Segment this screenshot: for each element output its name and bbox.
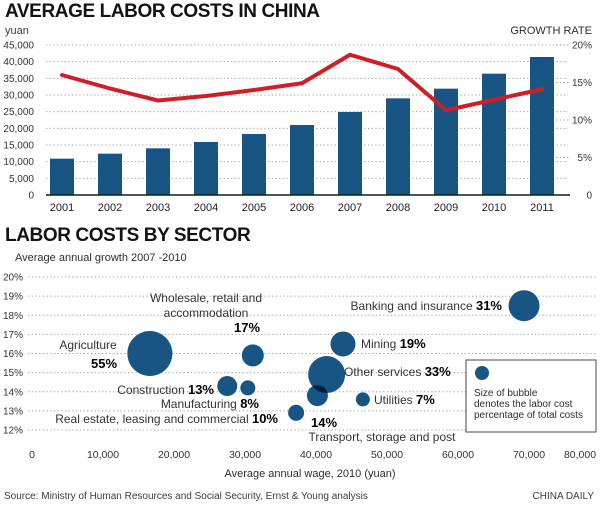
chart1-title: AVERAGE LABOR COSTS IN CHINA: [5, 1, 320, 22]
chart2-y-tick-label: 12%: [3, 426, 23, 437]
chart2-y-tick-label: 20%: [3, 273, 23, 284]
bubble-realestate: [288, 404, 305, 421]
label-transport-pct: 14%: [311, 415, 337, 430]
chart2-x-tick-label: 40,000: [300, 449, 332, 461]
chart1-year-label: 2006: [290, 202, 314, 214]
chart1-left-tick-label: 30,000: [3, 91, 34, 102]
chart1-right-tick-label: 15%: [572, 78, 592, 89]
chart2-x-tick-label: 30,000: [229, 449, 261, 461]
label-transport: Transport, storage and post: [309, 430, 457, 444]
bubble-agriculture: [127, 331, 173, 376]
chart2-x-tick-label: 50,000: [371, 449, 403, 461]
source-note: Source: Ministry of Human Resources and …: [4, 491, 368, 502]
label-wholesale: Wholesale, retail and: [150, 291, 262, 305]
legend-text-line: Size of bubble: [474, 388, 538, 399]
chart2-y-tick-label: 18%: [3, 311, 23, 322]
chart1-year-label: 2004: [194, 202, 218, 214]
bubbles-group: [127, 290, 540, 421]
bubble-mining: [330, 331, 356, 357]
chart1-right-tick-label: 20%: [572, 41, 592, 52]
chart2-x-tick-label: 80,000: [564, 449, 596, 461]
bar-2009: [434, 88, 458, 195]
label-construction: Construction 13%: [117, 382, 214, 397]
label-agriculture: Agriculture: [59, 338, 117, 352]
chart1-left-tick-label: 45,000: [3, 41, 34, 52]
chart1-right-tick-label: 0: [586, 191, 592, 202]
chart2-y-tick-label: 13%: [3, 406, 23, 417]
label-wholesale: accommodation: [164, 306, 249, 320]
publisher-credit: CHINA DAILY: [532, 491, 595, 502]
chart1-left-tick-label: 5,000: [9, 174, 34, 185]
label-manufacturing: Manufacturing 8%: [161, 396, 260, 411]
bar-2006: [290, 125, 314, 195]
bar-2001: [50, 158, 74, 195]
chart1-left-tick-label: 15,000: [3, 141, 34, 152]
chart2-x-tick-label: 0: [29, 449, 35, 461]
chart1-year-label: 2008: [386, 202, 410, 214]
chart1-left-tick-label: 25,000: [3, 107, 34, 118]
chart2-y-tick-label: 14%: [3, 387, 23, 398]
bar-2004: [194, 142, 218, 195]
chart2-y-tick-label: 15%: [3, 368, 23, 379]
label-banking: Banking and insurance 31%: [351, 298, 503, 313]
bar-2003: [146, 148, 170, 195]
chart2-subtitle: Average annual growth 2007 -2010: [15, 252, 187, 264]
label-realestate: Real estate, leasing and commercial 10%: [55, 411, 278, 426]
chart1-left-tick-label: 40,000: [3, 57, 34, 68]
growth-rate-line: [60, 52, 544, 113]
chart2-y-tick-label: 19%: [3, 292, 23, 303]
chart2-x-tick-label: 60,000: [442, 449, 474, 461]
bar-2005: [242, 134, 266, 195]
chart1-year-label: 2005: [242, 202, 266, 214]
chart1-left-axis-title: yuan: [5, 25, 29, 37]
chart1-year-label: 2011: [530, 202, 554, 214]
chart1-left-tick-label: 20,000: [3, 124, 34, 135]
label-utilities: Utilities 7%: [374, 392, 435, 407]
bar-2008: [386, 98, 410, 195]
chart1-left-tick-label: 35,000: [3, 74, 34, 85]
label-wholesale-pct: 17%: [234, 320, 260, 335]
label-mining: Mining 19%: [361, 336, 426, 351]
chart1-right-tick-label: 10%: [572, 116, 592, 127]
bubble-otherservices: [308, 356, 346, 394]
chart1-year-label: 2010: [482, 202, 506, 214]
label-agriculture-pct: 55%: [91, 356, 117, 371]
chart1-right-axis-title: GROWTH RATE: [510, 25, 592, 37]
chart1-year-label: 2007: [338, 202, 362, 214]
chart2-x-tick-label: 10,000: [87, 449, 119, 461]
chart1-year-label: 2009: [434, 202, 458, 214]
bar-2007: [338, 112, 362, 195]
bubble-wholesale: [241, 344, 264, 367]
bubble-manufacturing: [240, 380, 256, 396]
chart1-year-label: 2003: [146, 202, 170, 214]
chart2-y-tick-label: 17%: [3, 330, 23, 341]
chart1-right-tick-label: 5%: [578, 153, 593, 164]
chart1-year-label: 2001: [50, 202, 74, 214]
chart2-y-tick-label: 16%: [3, 349, 23, 360]
chart2-x-axis-title: Average annual wage, 2010 (yuan): [224, 468, 395, 480]
bar-2011: [530, 57, 554, 195]
bubble-construction: [217, 376, 238, 397]
legend-text-line: denotes the labor cost: [474, 399, 573, 410]
chart2-x-tick-label: 20,000: [158, 449, 190, 461]
bubble-utilities: [355, 392, 370, 407]
chart1-left-tick-label: 10,000: [3, 157, 34, 168]
chart1-left-tick-label: 0: [28, 191, 34, 202]
chart2-x-tick-label: 70,000: [513, 449, 545, 461]
chart2-title: LABOR COSTS BY SECTOR: [5, 225, 251, 246]
chart1-year-label: 2002: [98, 202, 122, 214]
label-otherservices: Other services 33%: [344, 364, 451, 379]
bubble-banking: [508, 290, 540, 322]
bar-2010: [482, 73, 506, 195]
legend-text-line: percentage of total costs: [474, 410, 583, 421]
legend-bubble-icon: [475, 366, 489, 380]
bar-2002: [98, 153, 122, 195]
